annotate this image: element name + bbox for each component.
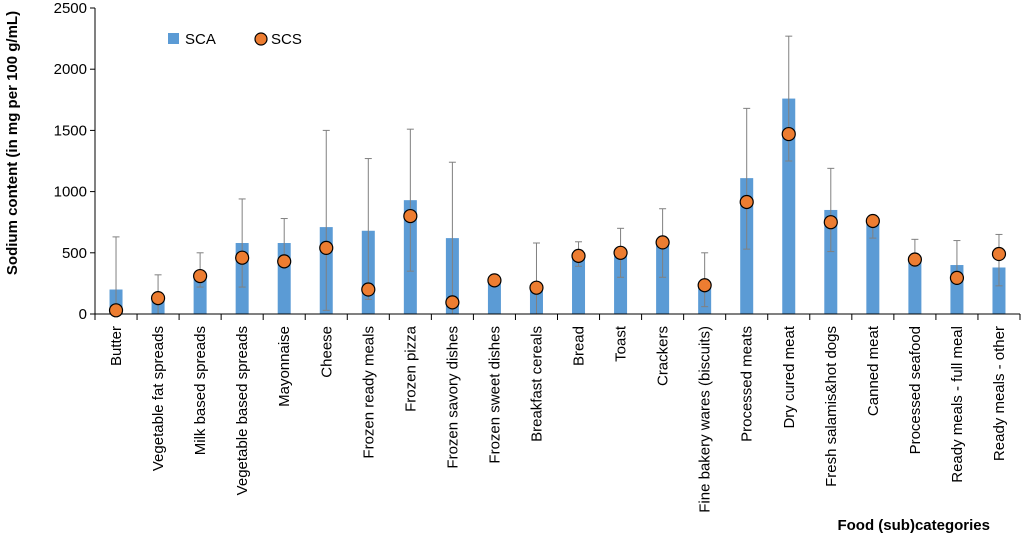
x-category-label: Fine bakery wares (biscuits) bbox=[697, 326, 714, 513]
marker-scs bbox=[697, 278, 712, 293]
x-category-label: Processed seafood bbox=[907, 326, 924, 454]
x-category-label: Crackers bbox=[655, 326, 672, 386]
bar-sca bbox=[908, 258, 922, 314]
x-category-label: Fresh salamis&hot dogs bbox=[823, 326, 840, 487]
marker-scs bbox=[655, 235, 670, 250]
plot-area: 0 500 1000 1500 2000 2500 Butter Vegetable fat … bbox=[54, 0, 1021, 513]
x-axis-title: Food (sub)categories bbox=[837, 517, 990, 534]
x-category-label: Milk based spreads bbox=[192, 326, 209, 455]
marker-scs bbox=[108, 303, 124, 318]
marker-scs bbox=[571, 248, 586, 263]
x-category-label: Frozen pizza bbox=[402, 325, 419, 412]
x-category-label: Processed meats bbox=[739, 326, 756, 442]
marker-scs bbox=[865, 213, 880, 229]
y-tick-label: 0 bbox=[79, 306, 87, 323]
bar-sca bbox=[572, 254, 586, 314]
x-category-label: Ready meals - full meal bbox=[949, 326, 966, 483]
marker-scs bbox=[235, 250, 250, 265]
marker-scs bbox=[823, 215, 838, 230]
marker-scs bbox=[150, 290, 166, 306]
marker-scs bbox=[739, 194, 754, 210]
marker-scs bbox=[277, 254, 292, 269]
y-tick-label: 1500 bbox=[54, 122, 87, 139]
legend-sca-label: SCA bbox=[185, 31, 216, 48]
bar-sca bbox=[782, 98, 796, 315]
legend: SCA SCS bbox=[168, 31, 302, 48]
marker-scs bbox=[613, 245, 628, 260]
x-category-label: Frozen savory dishes bbox=[444, 326, 461, 469]
x-category-label: Frozen sweet dishes bbox=[486, 326, 503, 464]
marker-scs bbox=[991, 246, 1007, 262]
y-tick-label: 2500 bbox=[54, 0, 87, 17]
bar-sca bbox=[866, 223, 880, 314]
marker-scs bbox=[403, 208, 418, 224]
bar-sca bbox=[824, 209, 838, 314]
marker-scs bbox=[487, 273, 502, 288]
bar-sca bbox=[614, 252, 628, 314]
bar-sca bbox=[656, 243, 670, 314]
marker-scs bbox=[319, 240, 334, 256]
y-tick-label: 1000 bbox=[54, 184, 87, 201]
x-category-label: Bread bbox=[571, 326, 588, 366]
x-category-label: Ready meals - other bbox=[991, 326, 1008, 461]
x-category-label: Vegetable fat spreads bbox=[150, 326, 167, 471]
x-category-label: Cheese bbox=[318, 326, 335, 378]
bar-sca bbox=[193, 274, 207, 314]
marker-scs bbox=[529, 280, 544, 295]
legend-scs-marker bbox=[254, 32, 268, 46]
marker-scs bbox=[193, 268, 208, 284]
x-category-label: Mayonnaise bbox=[276, 326, 293, 407]
x-category-label: Vegetable based spreads bbox=[234, 326, 251, 495]
y-tick-label: 2000 bbox=[54, 61, 87, 78]
y-axis-title: Sodium content (in mg per 100 g/mL) bbox=[4, 11, 21, 275]
marker-scs bbox=[361, 282, 376, 297]
x-category-label: Canned meat bbox=[865, 325, 882, 416]
bar-sca bbox=[992, 267, 1006, 314]
marker-scs bbox=[445, 295, 460, 310]
legend-scs-label: SCS bbox=[271, 31, 302, 48]
y-tick-label: 500 bbox=[62, 245, 87, 262]
x-category-label: Butter bbox=[108, 326, 125, 366]
x-category-label: Breakfast cereals bbox=[528, 326, 545, 442]
marker-scs bbox=[781, 126, 796, 142]
x-category-label: Toast bbox=[613, 325, 630, 362]
x-category-label: Dry cured meat bbox=[781, 325, 798, 428]
x-category-label: Frozen ready meals bbox=[360, 326, 377, 459]
bar-sca bbox=[487, 279, 501, 314]
marker-scs bbox=[907, 252, 922, 267]
marker-scs bbox=[949, 270, 965, 285]
legend-sca-swatch bbox=[168, 33, 179, 44]
